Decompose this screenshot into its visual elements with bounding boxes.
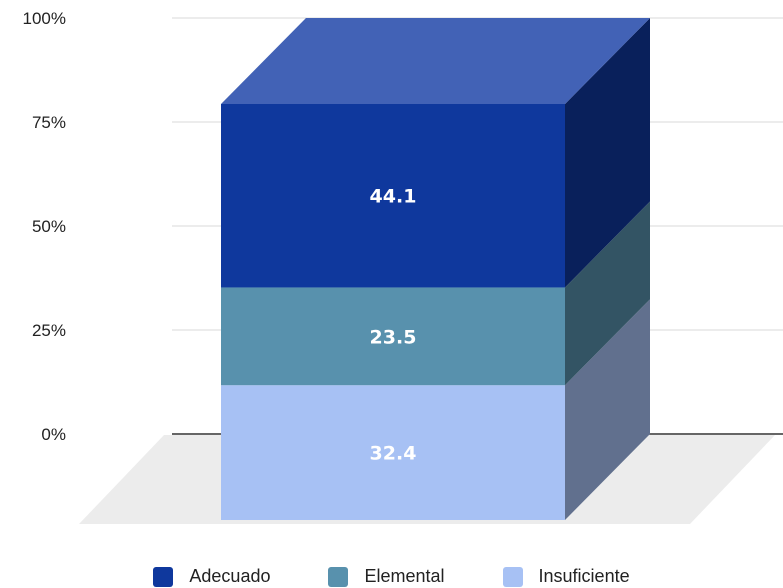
legend-item-insuficiente: Insuficiente xyxy=(502,566,630,587)
data-label-adecuado: 44.1 xyxy=(370,186,417,208)
legend: Adecuado Elemental Insuficiente xyxy=(0,566,783,587)
bar-segment-adecuado xyxy=(221,104,565,288)
y-tick-label-0-: 0% xyxy=(41,425,66,444)
data-label-insuficiente: 32.4 xyxy=(370,443,417,465)
bar-side-elemental xyxy=(565,201,650,386)
bar-side-insuficiente xyxy=(565,299,650,520)
y-axis-tick-labels: 0% 25% 50% 75% 100% xyxy=(23,9,66,444)
legend-swatch-adecuado xyxy=(153,566,174,587)
y-tick-label-25-: 25% xyxy=(32,321,66,340)
y-tick-label-50-: 50% xyxy=(32,217,66,236)
legend-item-elemental: Elemental xyxy=(328,566,445,587)
legend-label-elemental: Elemental xyxy=(364,566,445,586)
y-tick-label-75-: 75% xyxy=(32,113,66,132)
legend-swatch-elemental xyxy=(328,566,349,587)
bar-segment-elemental xyxy=(221,287,565,386)
y-tick-label-100-: 100% xyxy=(23,9,66,28)
legend-item-adecuado: Adecuado xyxy=(153,566,270,587)
bar-side-adecuado xyxy=(565,18,650,288)
bar-segment-insuficiente xyxy=(221,385,565,520)
data-label-elemental: 23.5 xyxy=(370,326,417,348)
legend-label-adecuado: Adecuado xyxy=(189,566,271,586)
legend-label-insuficiente: Insuficiente xyxy=(538,566,630,586)
bar-stack xyxy=(221,18,650,520)
bar-top-face xyxy=(221,18,650,104)
data-labels: 32.4 23.5 44.1 xyxy=(370,186,417,465)
legend-swatch-insuficiente xyxy=(502,566,523,587)
